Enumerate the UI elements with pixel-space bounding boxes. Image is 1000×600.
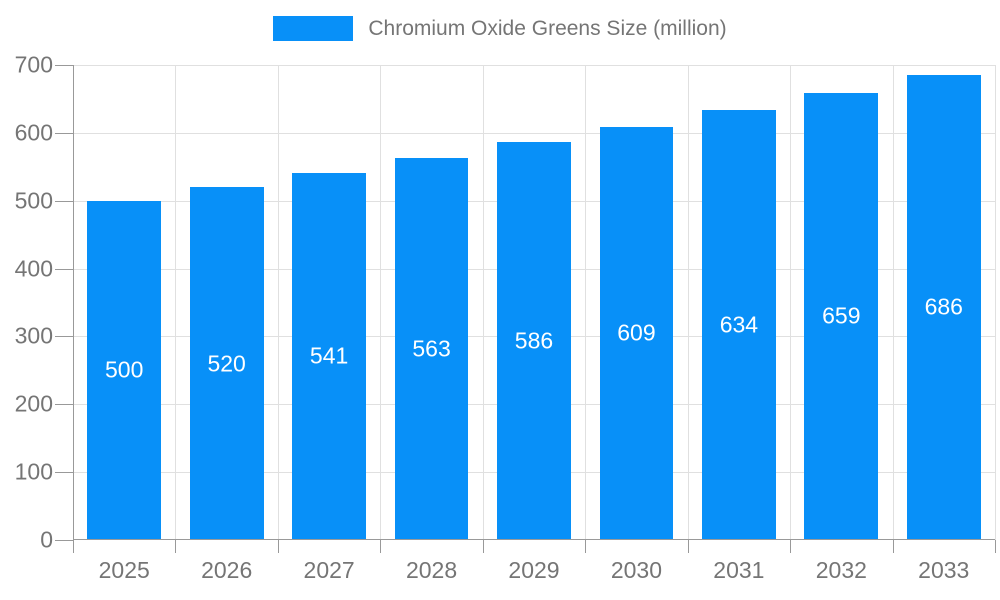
v-gridline <box>687 65 689 540</box>
y-tick <box>55 132 73 134</box>
bar-value-label: 659 <box>822 302 861 329</box>
x-tick-label: 2026 <box>201 557 253 583</box>
x-tick-label: 2025 <box>98 557 150 583</box>
y-tick <box>55 404 73 406</box>
x-tick <box>790 540 792 553</box>
bar: 563 <box>394 157 469 540</box>
h-gridline <box>73 132 995 134</box>
x-tick <box>380 540 382 553</box>
legend-label: Chromium Oxide Greens Size (million) <box>368 16 727 40</box>
x-tick <box>277 540 279 553</box>
x-tick-label: 2030 <box>610 557 663 583</box>
bar-value-label: 520 <box>207 350 246 377</box>
h-gridline <box>73 65 995 66</box>
bar-value-label: 563 <box>412 335 451 362</box>
x-tick-label: 2033 <box>918 557 970 583</box>
v-gridline <box>482 65 484 540</box>
x-tick-label: 2032 <box>815 557 867 583</box>
x-tick-label: 2028 <box>405 557 458 583</box>
bar: 500 <box>87 200 162 540</box>
x-tick <box>175 540 177 553</box>
x-tick <box>585 540 587 553</box>
y-tick <box>55 65 73 66</box>
y-tick <box>55 268 73 270</box>
bar: 609 <box>599 126 674 540</box>
y-tick <box>55 540 73 541</box>
x-tick <box>73 540 74 553</box>
bar: 586 <box>497 142 571 540</box>
x-tick <box>482 540 484 553</box>
bar-value-label: 586 <box>514 327 554 354</box>
y-tick-label: 700 <box>14 51 53 78</box>
y-tick-label: 300 <box>14 322 53 349</box>
bar: 659 <box>804 92 879 540</box>
y-tick-label: 600 <box>14 119 53 146</box>
v-gridline <box>175 65 177 540</box>
v-gridline <box>585 65 587 540</box>
bar: 520 <box>189 187 264 540</box>
bar-value-label: 500 <box>105 356 144 383</box>
legend: Chromium Oxide Greens Size (million) <box>0 16 1000 41</box>
y-tick <box>55 200 73 202</box>
x-tick <box>995 540 996 553</box>
v-gridline <box>277 65 279 540</box>
bar: 686 <box>906 74 981 540</box>
x-tick <box>687 540 689 553</box>
bar-value-label: 634 <box>719 311 759 338</box>
y-tick-label: 400 <box>14 255 53 282</box>
plot-area: 0 100 200 300 400 500 600 700 2025 2026 2027 2028 20… <box>15 52 996 583</box>
legend-swatch <box>273 16 354 41</box>
bar-value-label: 609 <box>617 319 656 346</box>
y-tick <box>55 336 73 338</box>
v-gridline <box>790 65 792 540</box>
v-gridline <box>995 65 996 540</box>
x-tick-label: 2027 <box>303 557 355 583</box>
v-gridline <box>380 65 382 540</box>
bar: 541 <box>292 172 366 540</box>
bar-value-label: 541 <box>309 342 349 369</box>
bar: 634 <box>702 109 776 540</box>
y-tick <box>55 472 73 474</box>
x-tick-label: 2031 <box>713 557 765 583</box>
x-tick-label: 2029 <box>508 557 560 583</box>
y-tick-label: 200 <box>14 390 53 417</box>
y-tick-label: 0 <box>40 526 53 553</box>
y-tick-label: 500 <box>14 187 53 214</box>
v-gridline <box>892 65 894 540</box>
x-tick <box>892 540 894 553</box>
y-axis-line <box>73 65 74 540</box>
y-tick-label: 100 <box>14 458 53 485</box>
bar-value-label: 686 <box>924 293 963 320</box>
x-axis-line <box>73 539 995 540</box>
